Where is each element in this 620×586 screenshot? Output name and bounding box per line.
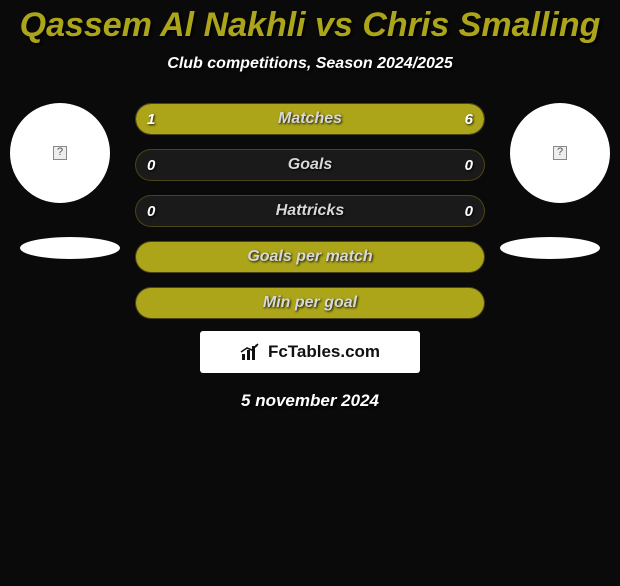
stat-bar-bg <box>135 241 485 273</box>
stat-bar-bg <box>135 103 485 135</box>
page-title: Qassem Al Nakhli vs Chris Smalling <box>0 6 620 45</box>
player-right-avatar <box>510 103 610 203</box>
stat-value-right: 0 <box>465 195 473 227</box>
stat-bar-fill-left <box>136 104 186 134</box>
brand-text: FcTables.com <box>268 342 380 362</box>
stat-bar-fill <box>136 242 484 272</box>
stat-value-left: 0 <box>147 149 155 181</box>
stat-bar-fill <box>136 288 484 318</box>
stat-row: 16Matches <box>135 103 485 135</box>
stat-bar-bg <box>135 195 485 227</box>
stat-bar-bg <box>135 287 485 319</box>
stat-value-left: 1 <box>147 103 155 135</box>
brand-box: FcTables.com <box>200 331 420 373</box>
stat-bar-bg <box>135 149 485 181</box>
stat-row: Min per goal <box>135 287 485 319</box>
stat-value-right: 6 <box>465 103 473 135</box>
date-label: 5 november 2024 <box>0 391 620 411</box>
stat-row: 00Goals <box>135 149 485 181</box>
stat-rows: 16Matches00Goals00HattricksGoals per mat… <box>135 103 485 333</box>
player-left-avatar <box>10 103 110 203</box>
subtitle: Club competitions, Season 2024/2025 <box>0 55 620 73</box>
avatar-shadow-right <box>500 237 600 259</box>
avatar-shadow-left <box>20 237 120 259</box>
stat-bar-fill-right <box>186 104 484 134</box>
stat-value-left: 0 <box>147 195 155 227</box>
placeholder-icon <box>53 146 67 160</box>
stat-row: Goals per match <box>135 241 485 273</box>
brand-chart-icon <box>240 342 264 362</box>
stat-value-right: 0 <box>465 149 473 181</box>
stat-row: 00Hattricks <box>135 195 485 227</box>
placeholder-icon <box>553 146 567 160</box>
